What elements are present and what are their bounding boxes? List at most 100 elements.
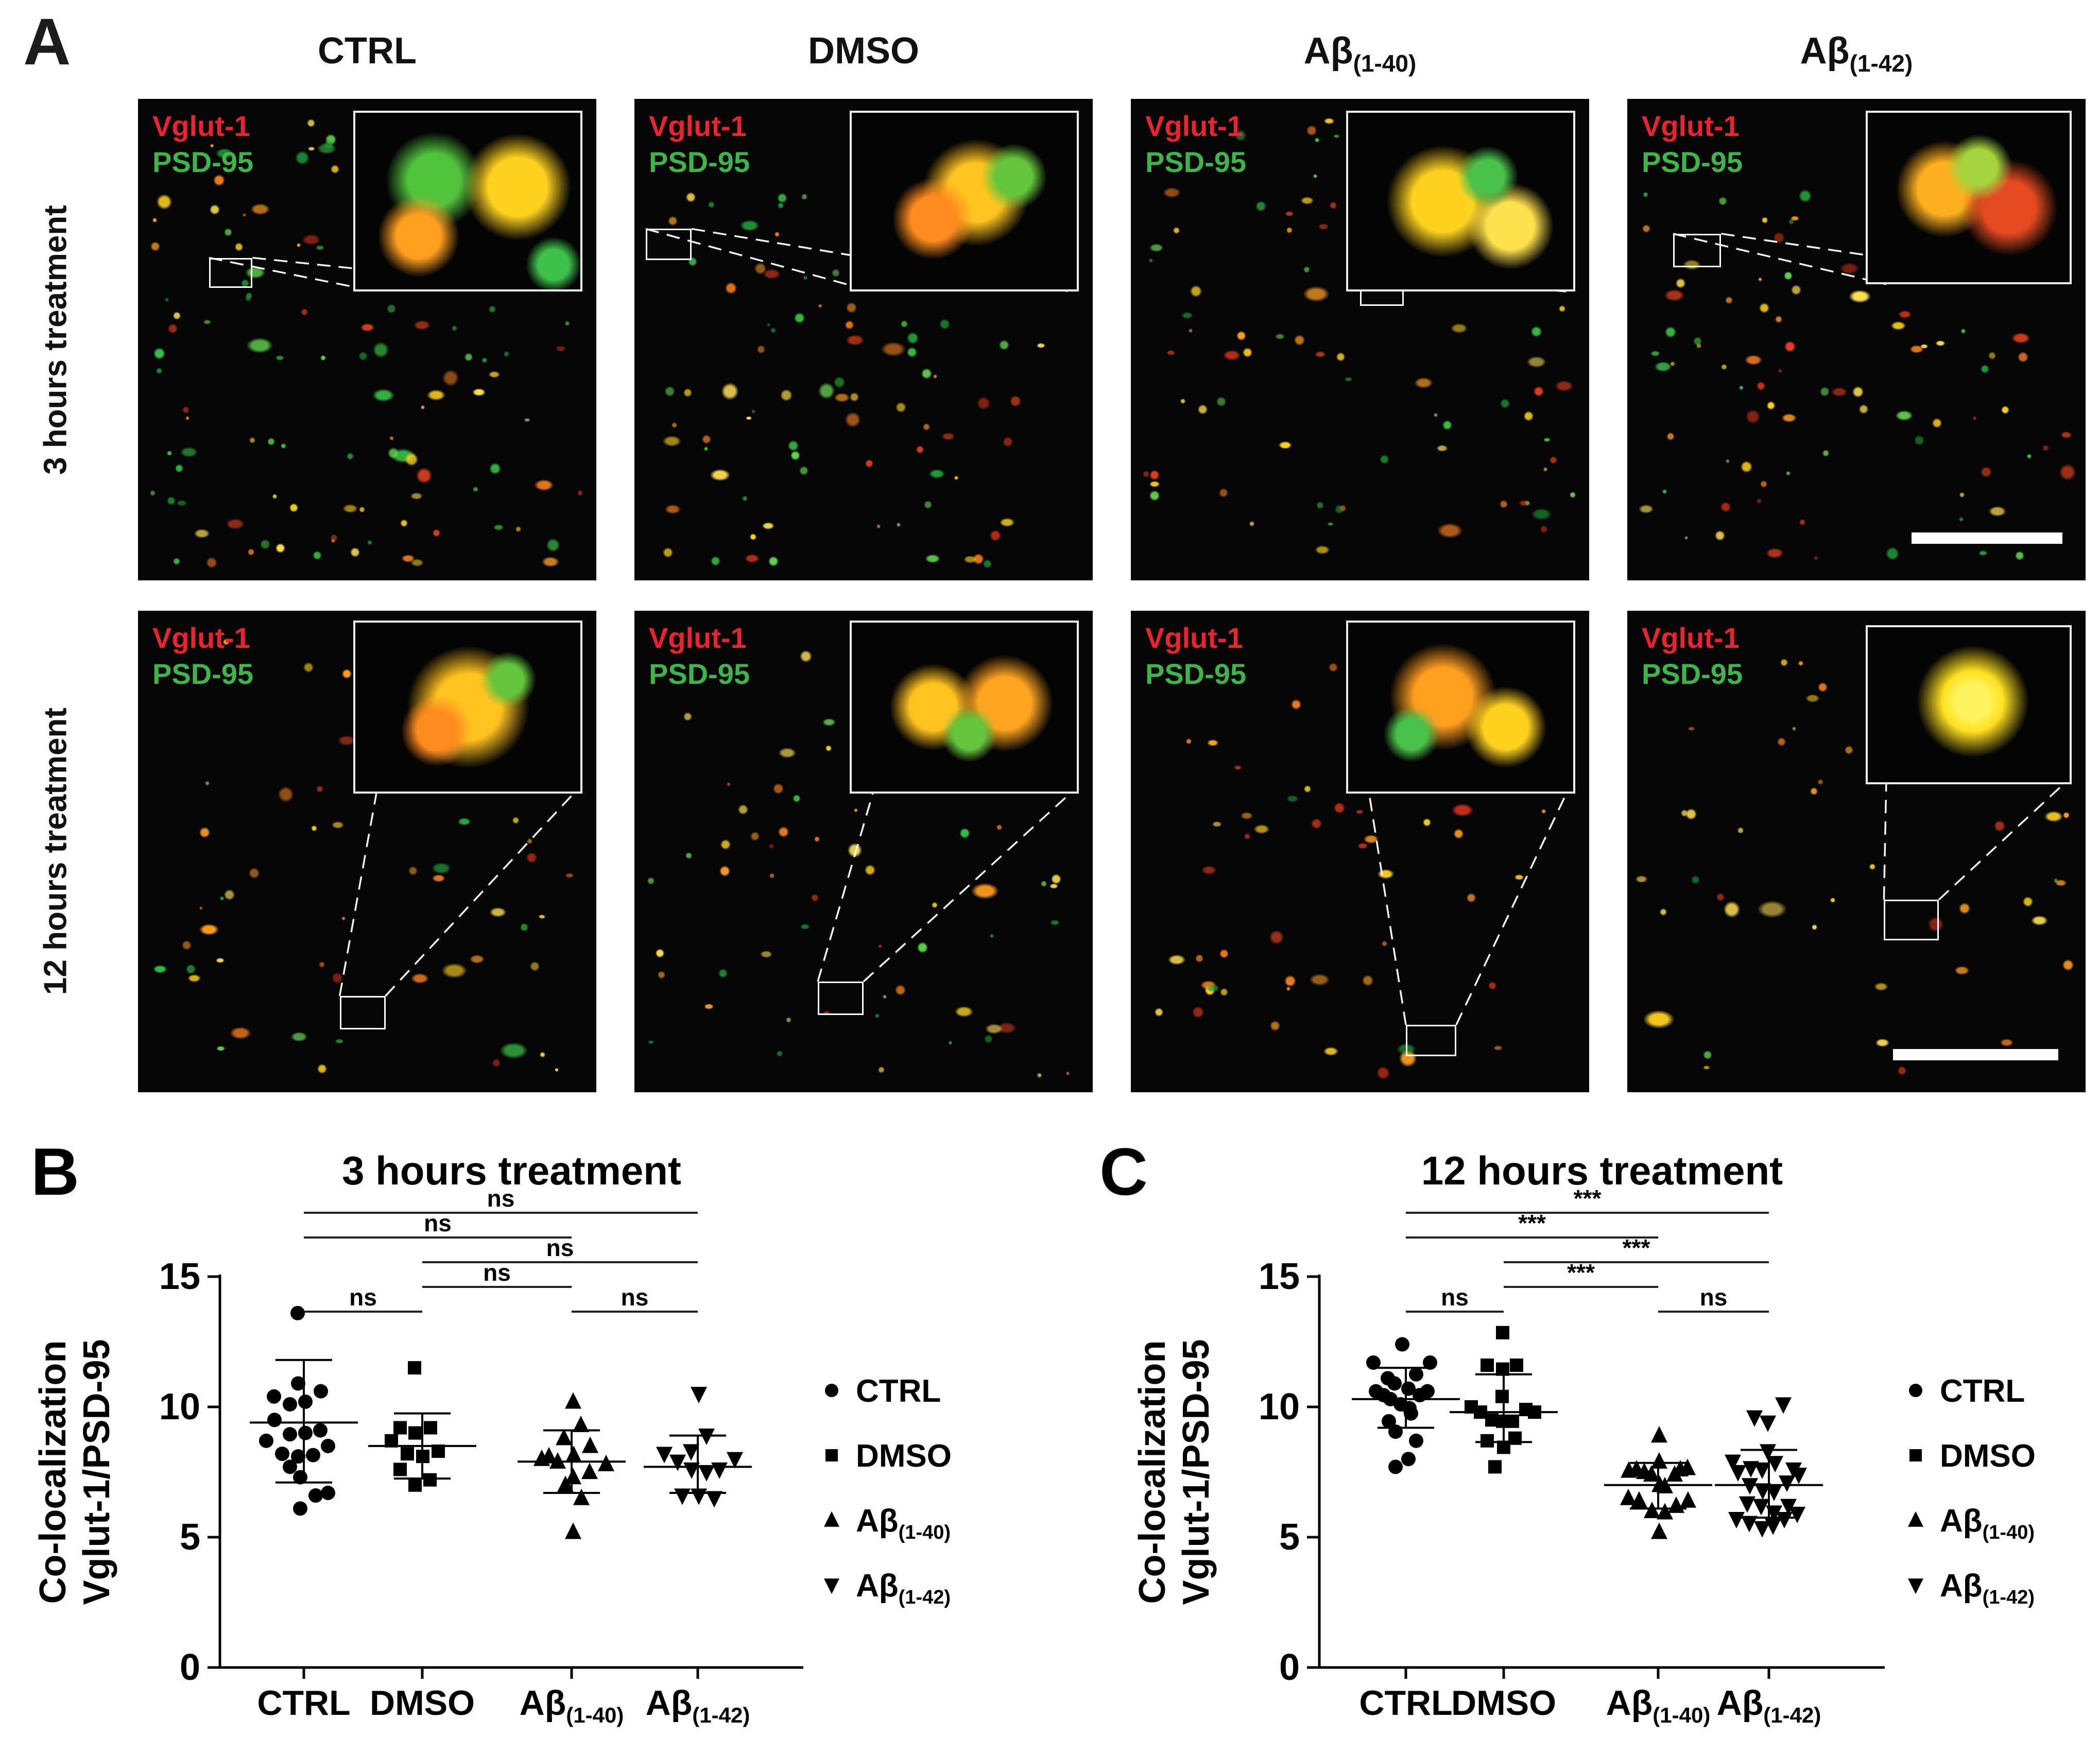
punctum bbox=[662, 547, 674, 558]
punctum bbox=[878, 1067, 885, 1073]
data-point-square bbox=[1481, 1359, 1494, 1372]
data-point-triangle-down bbox=[669, 1454, 686, 1471]
punctum bbox=[1760, 480, 1767, 488]
punctum bbox=[1993, 820, 2006, 832]
dashed-line bbox=[1368, 794, 1407, 1025]
punctum bbox=[793, 794, 801, 802]
punctum bbox=[400, 519, 408, 527]
punctum bbox=[1422, 818, 1431, 827]
punctum bbox=[1988, 352, 1996, 360]
data-point-triangle-up bbox=[598, 1454, 614, 1471]
micro-image-r1c3: Vglut-1 PSD-95 bbox=[1627, 611, 2086, 1092]
punctum bbox=[769, 872, 775, 879]
punctum bbox=[767, 323, 771, 327]
inset-punctum bbox=[980, 143, 1047, 210]
punctum bbox=[801, 194, 808, 200]
punctum bbox=[749, 534, 756, 540]
punctum bbox=[845, 320, 854, 330]
punctum bbox=[1959, 492, 1965, 498]
punctum bbox=[168, 323, 178, 334]
punctum bbox=[1303, 266, 1310, 273]
panel-letter: B bbox=[31, 1134, 79, 1209]
y-axis-label: Co-localization bbox=[1132, 1340, 1173, 1604]
dashed-line bbox=[1673, 233, 1887, 285]
data-point-triangle-down bbox=[683, 1462, 700, 1479]
punctum bbox=[664, 386, 675, 397]
column-header-main: CTRL bbox=[318, 30, 417, 72]
punctum bbox=[1684, 536, 1689, 540]
data-point-triangle-up bbox=[565, 1522, 581, 1539]
punctum bbox=[774, 232, 780, 237]
punctum bbox=[894, 984, 906, 996]
punctum bbox=[1242, 347, 1253, 358]
punctum bbox=[751, 409, 755, 414]
data-point-triangle-down bbox=[698, 1429, 715, 1446]
punctum bbox=[770, 327, 776, 333]
x-category-label: CTRL bbox=[1359, 1683, 1452, 1723]
significance-label: ns bbox=[487, 1185, 515, 1212]
punctum bbox=[1269, 1020, 1280, 1031]
chart-title: 12 hours treatment bbox=[1421, 1148, 1783, 1193]
punctum bbox=[832, 269, 840, 278]
punctum bbox=[939, 319, 951, 330]
data-point-square bbox=[385, 1434, 398, 1448]
punctum bbox=[1173, 227, 1180, 234]
punctum bbox=[1928, 916, 1944, 932]
dashed-line bbox=[385, 793, 574, 997]
punctum bbox=[1195, 954, 1204, 962]
punctum bbox=[289, 503, 298, 512]
dashed-line bbox=[1938, 783, 2064, 901]
scale-bar bbox=[1893, 1048, 2058, 1061]
target-region-box bbox=[209, 257, 253, 288]
column-header-1: DMSO bbox=[634, 30, 1093, 72]
inset-punctum bbox=[1945, 133, 2012, 201]
punctum bbox=[387, 447, 400, 459]
data-point-triangle-down bbox=[691, 1387, 707, 1404]
punctum bbox=[788, 440, 799, 451]
data-point-square bbox=[432, 1445, 445, 1458]
punctum bbox=[1791, 285, 1802, 296]
data-point-circle bbox=[1409, 1367, 1423, 1382]
punctum bbox=[657, 971, 665, 979]
punctum bbox=[811, 893, 819, 902]
punctum bbox=[850, 392, 859, 402]
punctum bbox=[1306, 125, 1317, 136]
punctum bbox=[492, 1058, 501, 1068]
data-point-square bbox=[1510, 1359, 1523, 1372]
punctum bbox=[1219, 988, 1228, 996]
data-point-triangle-down bbox=[1743, 1461, 1759, 1478]
punctum bbox=[1442, 420, 1453, 431]
data-point-triangle-up bbox=[1680, 1491, 1696, 1508]
data-point-circle bbox=[291, 1376, 305, 1391]
punctum bbox=[2059, 464, 2076, 480]
data-point-triangle-up bbox=[565, 1392, 581, 1409]
punctum bbox=[156, 367, 163, 374]
psd95-label: PSD-95 bbox=[152, 658, 254, 690]
punctum bbox=[1981, 364, 1990, 373]
y-tick-label: 15 bbox=[159, 1256, 200, 1297]
punctum bbox=[1255, 200, 1267, 212]
punctum bbox=[152, 218, 157, 223]
punctum bbox=[1981, 466, 1992, 477]
data-point-triangle-down bbox=[698, 1465, 715, 1482]
punctum bbox=[907, 332, 919, 344]
column-header-2: Aβ(1-40) bbox=[1131, 30, 1589, 77]
punctum bbox=[420, 405, 425, 409]
punctum bbox=[1198, 404, 1208, 415]
data-point-triangle-down bbox=[1760, 1415, 1776, 1432]
data-point-square bbox=[401, 1447, 414, 1461]
punctum bbox=[1756, 498, 1762, 504]
connector-lines bbox=[817, 793, 1071, 983]
punctum bbox=[1720, 502, 1731, 513]
data-point-triangle-up bbox=[1651, 1452, 1667, 1469]
punctum bbox=[1788, 219, 1794, 225]
punctum bbox=[800, 650, 812, 663]
punctum bbox=[330, 164, 340, 174]
punctum bbox=[1037, 1073, 1042, 1078]
punctum bbox=[185, 416, 190, 421]
data-point-triangle-down bbox=[1753, 1499, 1769, 1516]
punctum bbox=[1869, 864, 1875, 870]
data-point-square bbox=[1497, 1440, 1510, 1454]
data-point-triangle-down bbox=[674, 1488, 691, 1505]
punctum bbox=[520, 923, 529, 932]
